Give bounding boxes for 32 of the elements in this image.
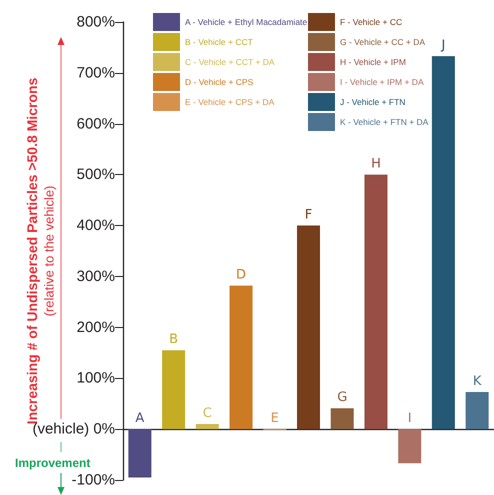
x-tick-label: E (270, 411, 279, 426)
legend-label: F - Vehicle + CC (340, 17, 402, 27)
legend-label: G - Vehicle + CC + DA (340, 37, 426, 47)
legend-label: E - Vehicle + CPS + DA (185, 97, 275, 107)
legend-label: B - Vehicle + CCT (185, 37, 253, 47)
legend-label: K - Vehicle + FTN + DA (340, 117, 429, 127)
legend-label: D - Vehicle + CPS (185, 77, 254, 87)
x-tick-label: H (371, 156, 381, 172)
legend-label: C - Vehicle + CCT + DA (185, 57, 275, 67)
y-tick-label: 800% (76, 14, 115, 30)
y-tick-label: 200% (76, 318, 115, 336)
x-tick-label: F (304, 208, 312, 223)
y-tick-label: 700% (76, 64, 115, 82)
text: Improvement (15, 456, 90, 470)
x-tick-label: B (169, 332, 178, 348)
x-tick-label: A (135, 411, 144, 426)
legend-label: I - Vehicle + IPM + DA (340, 77, 424, 87)
x-tick-label: J (440, 38, 446, 54)
y-tick-label: 600% (76, 115, 115, 132)
legend-label: H - Vehicle + IPM (340, 57, 406, 67)
y-tick-label: -100% (72, 472, 115, 488)
y-tick-label: 400% (76, 217, 115, 234)
x-tick-label: D (236, 268, 246, 283)
y-tick-label: 300% (76, 268, 115, 285)
y-tick-label: 500% (76, 166, 115, 184)
legend-label: J - Vehicle + FTN (340, 97, 406, 107)
x-tick-label: I (408, 411, 412, 426)
x-tick-label: G (337, 390, 348, 406)
y-tick-label: 100% (76, 370, 115, 387)
x-tick-label: C (202, 406, 212, 422)
legend-label: A - Vehicle + Ethyl Macadamiate (185, 17, 308, 27)
x-tick-label: K (472, 374, 482, 389)
